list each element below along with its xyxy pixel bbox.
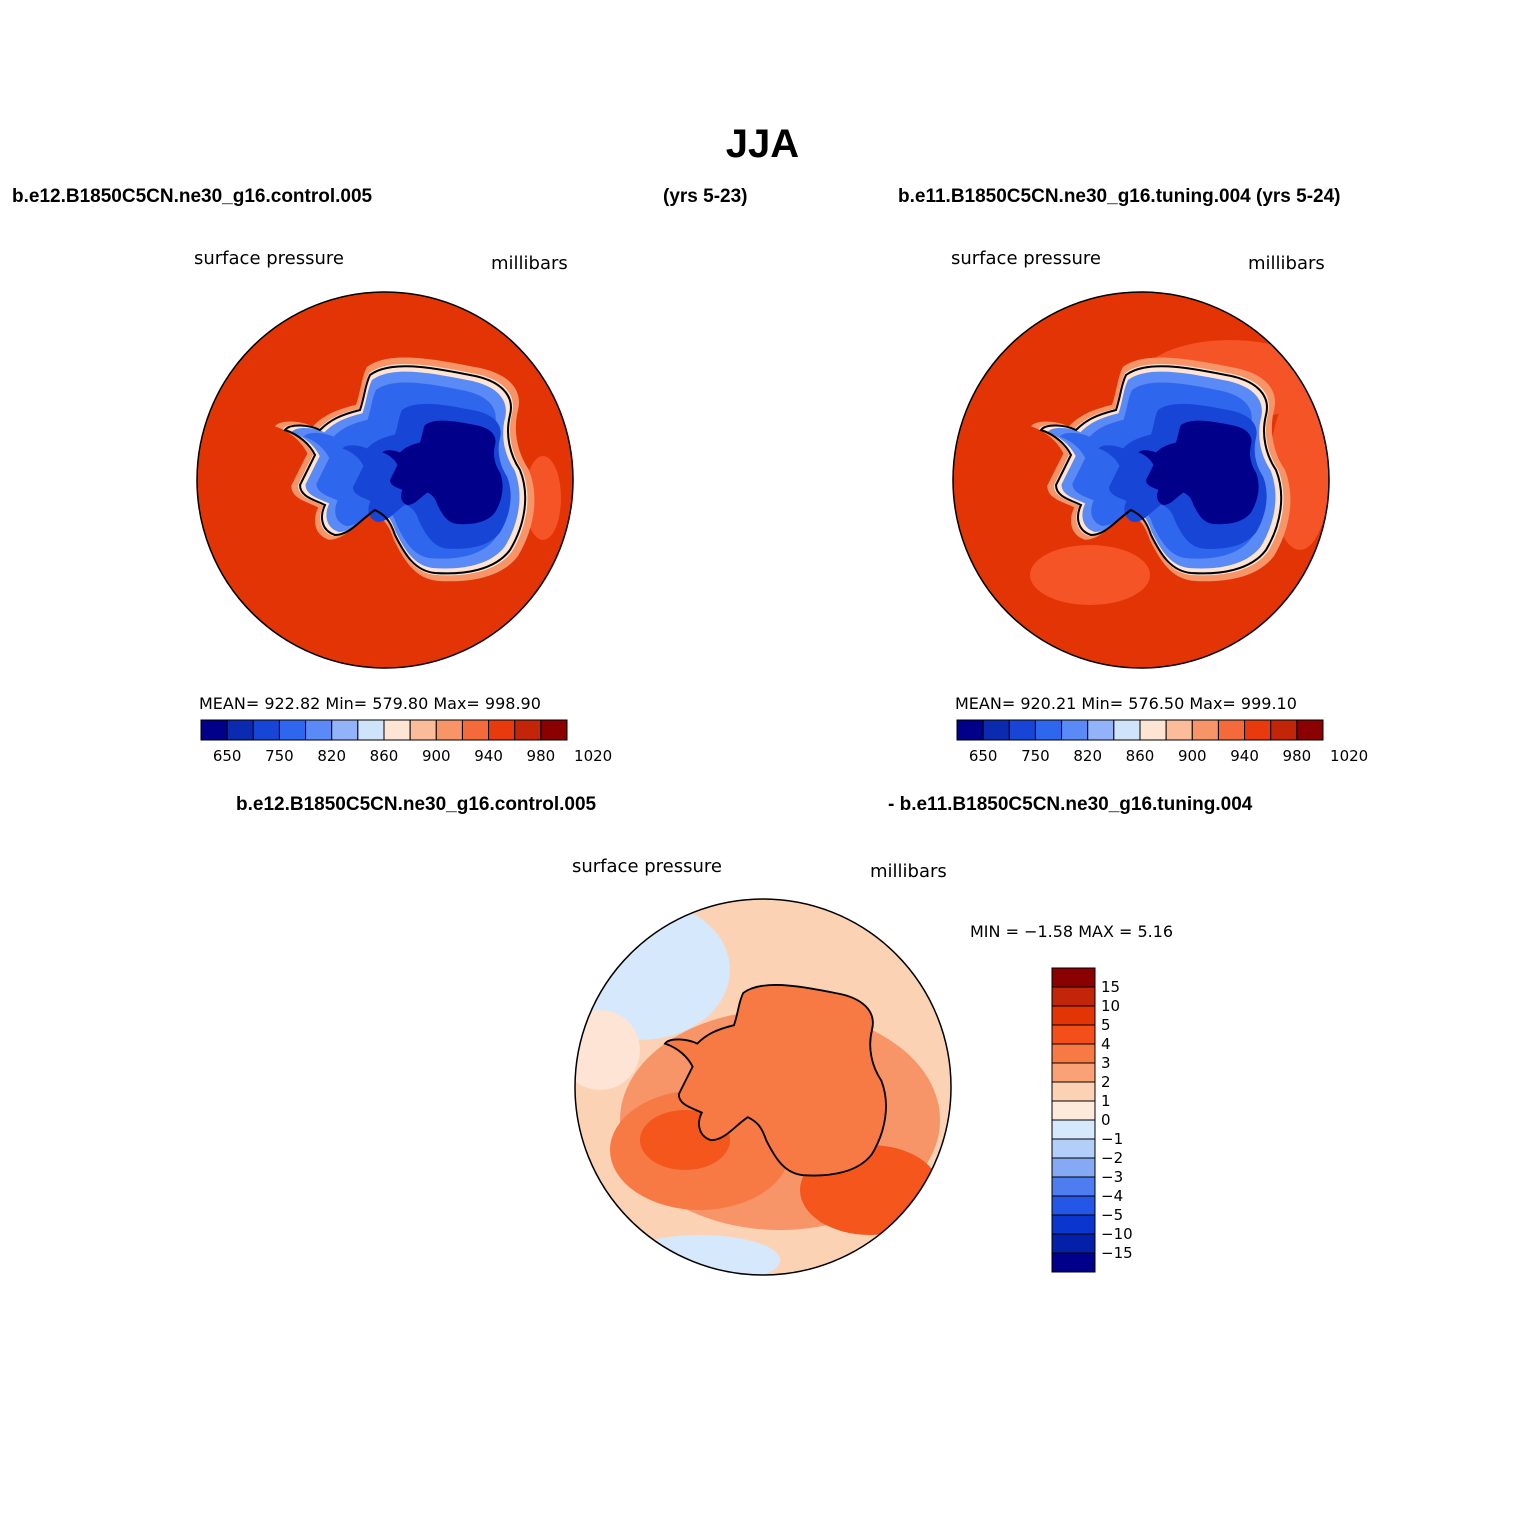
colorbar-box	[1008, 719, 1036, 741]
colorbar-tick-label: 820	[1073, 747, 1102, 765]
colorbar-box	[1034, 719, 1063, 741]
colorbar-box	[1051, 1176, 1096, 1197]
colorbar-tick-label: 650	[213, 747, 242, 765]
colorbar-tick-label: −10	[1101, 1225, 1133, 1243]
colorbar-box	[252, 719, 280, 741]
colorbar-box	[1051, 1062, 1096, 1083]
colorbar-box	[1139, 719, 1167, 741]
colorbar-tick-label: 650	[969, 747, 998, 765]
colorbar-tick-label: −15	[1101, 1244, 1133, 1262]
colorbar-box	[1270, 719, 1298, 741]
colorbar-tick-label: 1020	[574, 747, 612, 765]
colorbar-box	[1051, 1119, 1096, 1140]
colorbar-box	[1051, 1157, 1096, 1178]
colorbar-box	[278, 719, 307, 741]
colorbar-tick-label: 860	[370, 747, 399, 765]
diff-case1-title: b.e12.B1850C5CN.ne30_g16.control.005	[236, 794, 597, 815]
colorbar-box	[357, 719, 385, 741]
colorbar-tick-label: 1020	[1330, 747, 1368, 765]
colorbar-box	[1051, 1081, 1096, 1102]
colorbar-box	[1051, 1214, 1096, 1235]
colorbar-box	[1051, 1195, 1096, 1216]
colorbar-tick-label: 940	[474, 747, 503, 765]
colorbar-tick-label: 980	[1283, 747, 1312, 765]
colorbar-tick-label: 15	[1101, 978, 1120, 996]
colorbar-box	[1051, 1233, 1096, 1254]
colorbar-tick-label: −2	[1101, 1149, 1123, 1167]
colorbar-box	[540, 719, 568, 741]
case1-years: (yrs 5-23)	[663, 186, 748, 207]
colorbar-tick-label: 900	[422, 747, 451, 765]
colorbar-box	[1051, 1138, 1096, 1159]
panel1-stats: MEAN= 922.82 Min= 579.80 Max= 998.90	[199, 694, 541, 713]
colorbar-box	[514, 719, 542, 741]
diff-case2-title: - b.e11.B1850C5CN.ne30_g16.tuning.004	[888, 794, 1253, 815]
colorbar-box	[409, 719, 437, 741]
colorbar-box	[982, 719, 1010, 741]
panel2-variable: surface pressure	[951, 248, 1101, 269]
colorbar-box	[1051, 1024, 1096, 1045]
colorbar-box	[226, 719, 254, 741]
colorbar-tick-label: 2	[1101, 1073, 1111, 1091]
colorbar-box	[1061, 719, 1089, 741]
colorbar-tick-label: 750	[1021, 747, 1050, 765]
colorbar-tick-label: 5	[1101, 1016, 1111, 1034]
colorbar-tick-label: 860	[1126, 747, 1155, 765]
case1-title: b.e12.B1850C5CN.ne30_g16.control.005	[12, 186, 373, 207]
colorbar-box	[956, 719, 984, 741]
colorbar-box	[383, 719, 411, 741]
colorbar-tick-label: −5	[1101, 1206, 1123, 1224]
colorbar-box	[331, 719, 359, 741]
colorbar-tick-label: 0	[1101, 1111, 1111, 1129]
panel2-units: millibars	[1248, 253, 1325, 274]
colorbar-tick-label: 10	[1101, 997, 1120, 1015]
diff-stats: MIN = −1.58 MAX = 5.16	[970, 922, 1174, 941]
colorbar-box	[1051, 1252, 1096, 1273]
colorbar-box	[1296, 719, 1324, 741]
panel1-units: millibars	[491, 253, 568, 274]
colorbar-box	[1191, 719, 1219, 741]
colorbar-box	[200, 719, 228, 741]
panel1-colorbar: 650 750 820 860 900 940 980 1020	[200, 719, 612, 765]
colorbar-tick-label: 3	[1101, 1054, 1111, 1072]
colorbar-box	[1113, 719, 1141, 741]
case2-title: b.e11.B1850C5CN.ne30_g16.tuning.004 (yrs…	[898, 186, 1341, 207]
colorbar-tick-label: 1	[1101, 1092, 1111, 1110]
panel1-variable: surface pressure	[194, 248, 344, 269]
diff-variable: surface pressure	[572, 856, 722, 877]
diff-units: millibars	[870, 861, 947, 882]
panel2-map	[953, 292, 1329, 668]
panel2-stats: MEAN= 920.21 Min= 576.50 Max= 999.10	[955, 694, 1297, 713]
colorbar-box	[305, 719, 333, 741]
colorbar-box	[488, 719, 516, 741]
colorbar-tick-label: −1	[1101, 1130, 1123, 1148]
colorbar-tick-label: −3	[1101, 1168, 1123, 1186]
colorbar-box	[1051, 1100, 1096, 1121]
colorbar-box	[461, 719, 490, 741]
colorbar-tick-label: 940	[1230, 747, 1259, 765]
diff-map	[575, 899, 951, 1275]
colorbar-tick-label: 820	[317, 747, 346, 765]
colorbar-tick-label: 900	[1178, 747, 1207, 765]
colorbar-box	[1165, 719, 1193, 741]
colorbar-box	[1051, 986, 1096, 1007]
colorbar-box	[1217, 719, 1246, 741]
colorbar-tick-label: 4	[1101, 1035, 1111, 1053]
colorbar-tick-label: 750	[265, 747, 294, 765]
colorbar-box	[435, 719, 463, 741]
colorbar-box	[1087, 719, 1115, 741]
colorbar-box	[1051, 1005, 1096, 1026]
colorbar-box	[1244, 719, 1272, 741]
panel2-colorbar: 650 750 820 860 900 940 980 1020	[956, 719, 1368, 765]
colorbar-box	[1051, 967, 1096, 988]
figure-title: JJA	[725, 122, 800, 166]
panel1-map	[197, 292, 573, 668]
colorbar-tick-label: 980	[527, 747, 556, 765]
colorbar-tick-label: −4	[1101, 1187, 1123, 1205]
colorbar-box	[1051, 1043, 1096, 1064]
